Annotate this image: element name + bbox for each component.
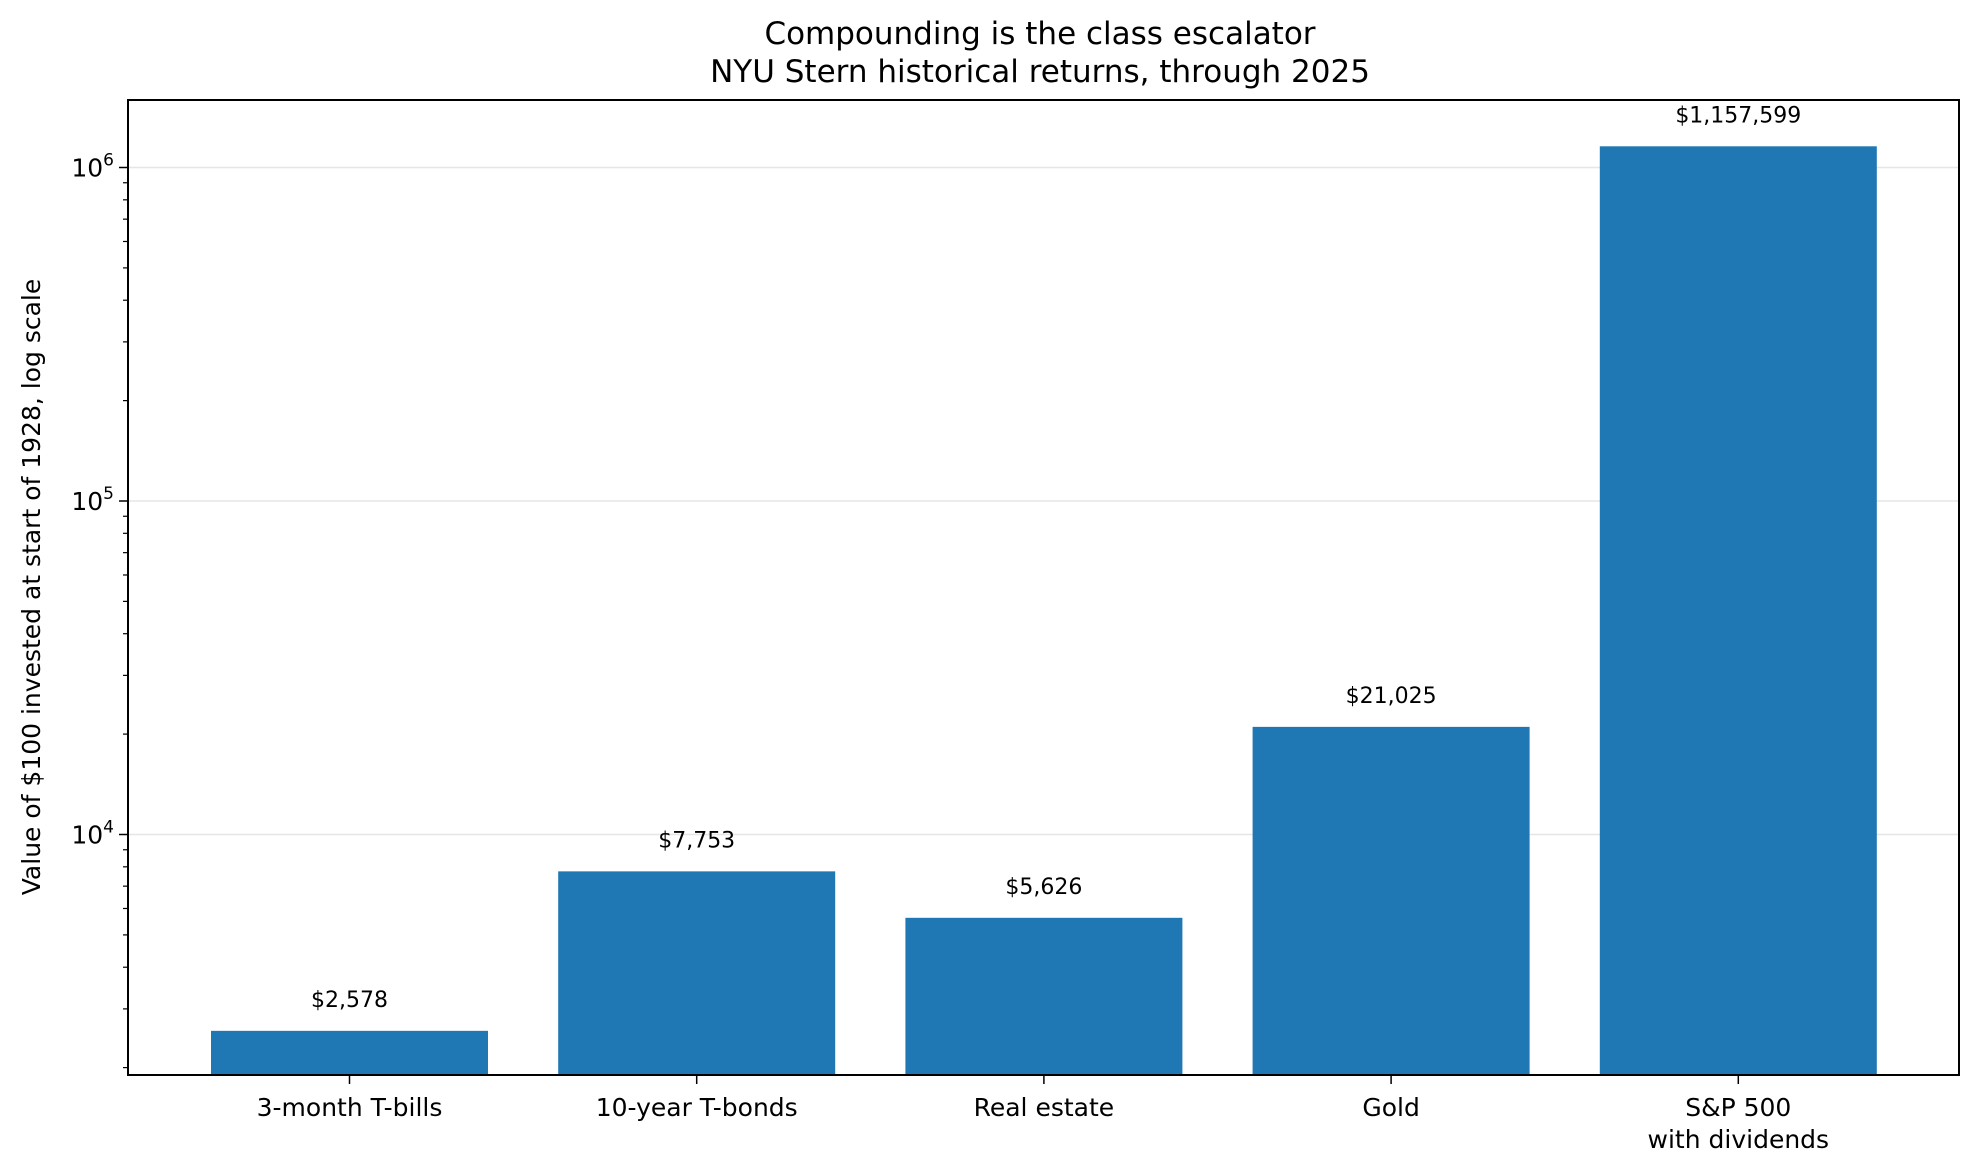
x-tick-label-line2: with dividends — [1648, 1125, 1830, 1154]
bar-value-label: $21,025 — [1346, 684, 1437, 709]
bar-value-label: $1,157,599 — [1675, 103, 1801, 128]
y-tick-label: 106 — [71, 151, 114, 183]
bar-value-label: $5,626 — [1005, 875, 1082, 900]
bar — [211, 1030, 488, 1075]
chart-subtitle: NYU Stern historical returns, through 20… — [710, 54, 1370, 90]
bar — [905, 917, 1183, 1075]
y-axis-label: Value of $100 invested at start of 1928,… — [17, 279, 46, 895]
bars — [211, 146, 1877, 1076]
x-tick-label: Real estate — [974, 1093, 1115, 1122]
x-tick-label: 10-year T-bonds — [596, 1093, 798, 1122]
y-axis: 104 105 106 — [71, 151, 128, 1069]
bar-value-label: $7,753 — [658, 828, 735, 853]
bar — [558, 871, 836, 1075]
x-axis: 3-month T-bills 10-year T-bonds Real estat… — [257, 1075, 1829, 1154]
y-tick-label: 104 — [71, 818, 114, 850]
bar — [1599, 146, 1877, 1076]
y-tick-label: 105 — [71, 484, 114, 516]
bar — [1252, 726, 1530, 1075]
x-tick-label: 3-month T-bills — [257, 1093, 443, 1122]
value-labels: $2,578 $7,753 $5,626 $21,025 $1,157,599 — [311, 103, 1801, 1013]
bar-value-label: $2,578 — [311, 988, 388, 1013]
x-tick-label: Gold — [1362, 1093, 1419, 1122]
chart-title: Compounding is the class escalator — [764, 16, 1315, 52]
x-tick-label: S&P 500 — [1685, 1093, 1791, 1122]
